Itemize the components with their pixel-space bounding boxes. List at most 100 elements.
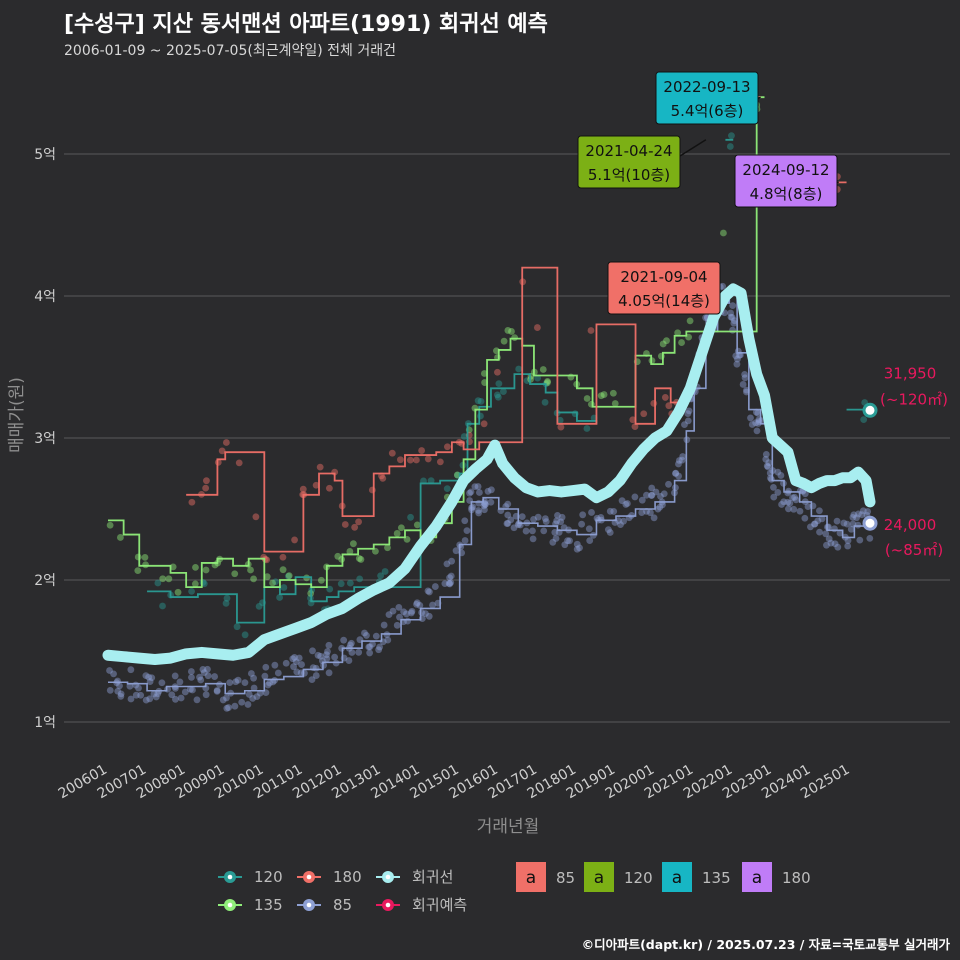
scatter-point xyxy=(747,414,754,422)
scatter-point xyxy=(418,447,426,454)
scatter-point xyxy=(117,690,125,698)
scatter-point xyxy=(785,505,792,513)
annotation-date: 2022-09-13 xyxy=(663,78,750,96)
legend-label: 회귀선 xyxy=(412,868,453,886)
scatter-point xyxy=(127,666,135,674)
scatter-point xyxy=(292,658,300,666)
scatter-point xyxy=(238,698,246,706)
scatter-point xyxy=(495,380,503,388)
legend-label: 85 xyxy=(333,896,352,914)
scatter-point xyxy=(487,486,495,494)
scatter-point xyxy=(831,525,838,533)
scatter-point xyxy=(643,491,650,499)
scatter-point xyxy=(165,575,173,583)
scatter-point xyxy=(323,651,330,659)
scatter-point xyxy=(843,520,851,528)
scatter-point xyxy=(325,669,333,677)
scatter-point xyxy=(366,649,374,657)
scatter-point xyxy=(611,400,619,407)
scatter-point xyxy=(271,661,279,669)
scatter-point xyxy=(202,484,210,492)
regression-line-path xyxy=(102,283,876,666)
scatter-point xyxy=(188,587,195,595)
scatter-point xyxy=(823,541,830,549)
scatter-point xyxy=(825,535,833,543)
scatter-point xyxy=(150,690,158,698)
scatter-point xyxy=(467,488,475,496)
scatter-point xyxy=(347,639,355,647)
scatter-point xyxy=(326,585,334,593)
scatter-point xyxy=(648,484,656,492)
scatter-point xyxy=(754,409,762,417)
scatter-point xyxy=(600,391,608,398)
scatter-point xyxy=(556,416,564,424)
scatter-point xyxy=(646,509,654,517)
y-tick-label: 4억 xyxy=(34,289,56,305)
scatter-point xyxy=(106,521,114,529)
scatter-point xyxy=(461,517,469,525)
scatter-point xyxy=(193,696,201,704)
scatter-point xyxy=(768,475,775,483)
scatter-point xyxy=(748,421,756,428)
scatter-point xyxy=(508,328,515,335)
scatter-point xyxy=(117,693,125,700)
scatter-point xyxy=(126,682,134,690)
scatter-point xyxy=(346,548,354,555)
scatter-point xyxy=(355,555,363,562)
scatter-point xyxy=(395,603,403,611)
annotation-box xyxy=(577,135,681,189)
scatter-point xyxy=(250,575,257,583)
scatter-point xyxy=(293,668,301,676)
scatter-point xyxy=(280,584,288,591)
scatter-point xyxy=(188,674,195,681)
scatter-point xyxy=(515,365,523,373)
scatter-point xyxy=(816,507,823,515)
scatter-point xyxy=(377,572,384,580)
scatter-point xyxy=(822,530,830,538)
scatter-point xyxy=(300,669,308,677)
prediction-area-label: (~85㎡) xyxy=(885,541,943,559)
scatter-point xyxy=(158,679,166,687)
scatter-point xyxy=(752,408,760,416)
scatter-point xyxy=(159,602,166,610)
scatter-point xyxy=(523,377,531,384)
scatter-point xyxy=(500,337,508,345)
scatter-point xyxy=(859,507,867,515)
scatter-point xyxy=(503,520,511,527)
scatter-point xyxy=(540,527,548,535)
scatter-point xyxy=(847,525,855,533)
annotation-price: 4.05억(14층) xyxy=(618,292,710,310)
scatter-point xyxy=(250,684,258,692)
scatter-point xyxy=(177,694,185,702)
scatter-point xyxy=(463,527,471,535)
scatter-point xyxy=(154,690,162,698)
scatter-point xyxy=(679,453,687,460)
scatter-point xyxy=(678,456,686,464)
legend-box-label: 85 xyxy=(556,869,575,887)
legend-key-center xyxy=(306,874,312,880)
scatter-point xyxy=(384,636,392,644)
scatter-point xyxy=(379,474,387,482)
annotation-box xyxy=(655,71,759,125)
scatter-point xyxy=(780,498,788,506)
scatter-point xyxy=(384,544,391,552)
y-tick-label: 2억 xyxy=(34,573,56,589)
scatter-point xyxy=(159,575,167,583)
legend-box xyxy=(742,862,772,892)
scatter-point xyxy=(223,694,230,702)
scatter-point xyxy=(202,566,210,574)
legend-box xyxy=(662,862,692,892)
scatter-point xyxy=(424,455,432,463)
scatter-point xyxy=(436,458,444,466)
scatter-point xyxy=(298,661,305,668)
scatter-point xyxy=(393,621,401,629)
scatter-point xyxy=(778,501,785,508)
scatter-point xyxy=(675,472,683,480)
scatter-point xyxy=(132,691,140,699)
scatter-point xyxy=(675,457,683,464)
scatter-point xyxy=(728,132,735,140)
scatter-point xyxy=(541,398,549,406)
scatter-point xyxy=(289,655,297,663)
scatter-point xyxy=(606,529,614,536)
scatter-point xyxy=(564,537,571,545)
